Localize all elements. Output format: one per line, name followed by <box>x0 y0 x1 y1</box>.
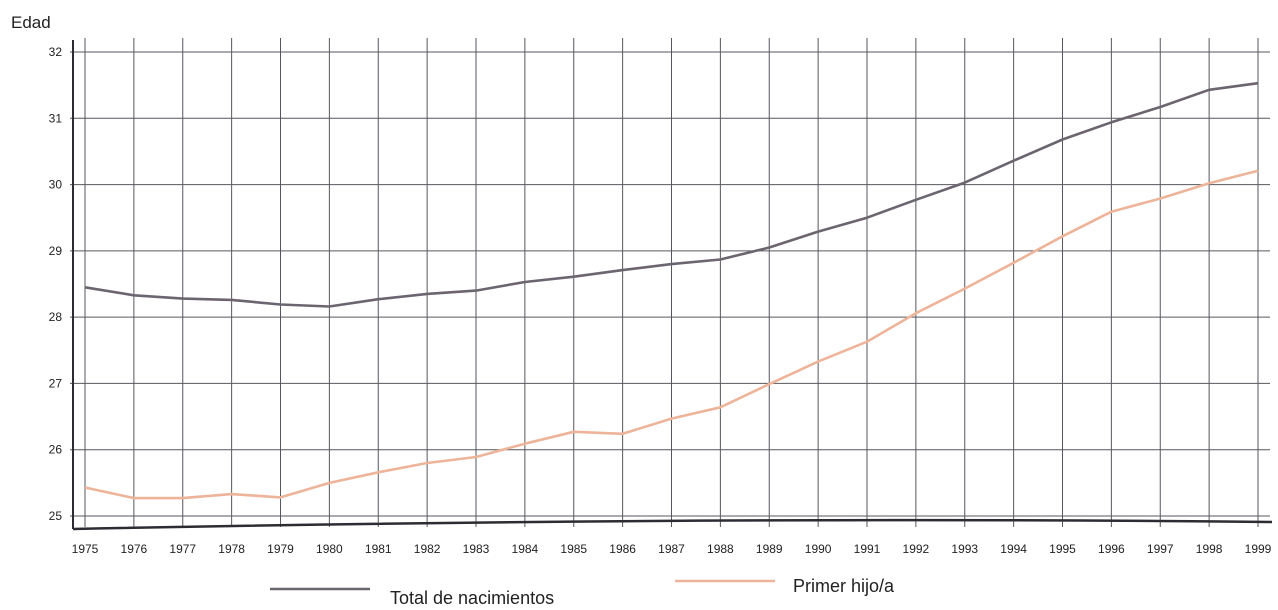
x-tick-label: 1992 <box>903 542 930 556</box>
y-tick-label: 26 <box>49 443 63 457</box>
y-tick-label: 25 <box>49 509 63 523</box>
legend: Total de nacimientos Primer hijo/a <box>270 576 895 608</box>
x-tick-label: 1975 <box>72 542 99 556</box>
x-tick-label: 1979 <box>267 542 294 556</box>
x-tick-label: 1990 <box>805 542 832 556</box>
legend-label-0: Total de nacimientos <box>390 588 554 608</box>
x-tick-label: 1985 <box>560 542 587 556</box>
legend-label-1: Primer hijo/a <box>793 576 895 596</box>
y-tick-label: 32 <box>49 45 63 59</box>
x-tick-label: 1991 <box>854 542 881 556</box>
x-tick-label: 1982 <box>414 542 441 556</box>
y-tick-label: 31 <box>49 111 63 125</box>
x-tick-label: 1994 <box>1000 542 1027 556</box>
x-axis-line <box>72 518 1273 531</box>
x-tick-label: 1995 <box>1049 542 1076 556</box>
series-line-0 <box>84 81 1259 308</box>
y-tick-labels: 25 26 27 28 29 30 31 32 <box>49 45 63 523</box>
y-tick-label: 27 <box>49 376 63 390</box>
x-tick-label: 1976 <box>121 542 148 556</box>
x-tick-label: 1978 <box>218 542 245 556</box>
y-axis-label: Edad <box>11 13 51 32</box>
x-tick-label: 1980 <box>316 542 343 556</box>
x-tick-labels: 1975 1976 1977 1978 1979 1980 1981 1982 1983 1984… <box>72 542 1272 556</box>
x-tick-label: 1981 <box>365 542 392 556</box>
x-tick-label: 1999 <box>1245 542 1272 556</box>
x-tick-label: 1977 <box>169 542 196 556</box>
x-tick-label: 1997 <box>1147 542 1174 556</box>
x-tick-label: 1983 <box>463 542 490 556</box>
x-tick-label: 1989 <box>756 542 783 556</box>
x-tick-label: 1998 <box>1196 542 1223 556</box>
x-tick-label: 1984 <box>512 542 539 556</box>
y-tick-label: 29 <box>49 244 63 258</box>
x-tick-label: 1996 <box>1098 542 1125 556</box>
y-tick-label: 28 <box>49 310 63 324</box>
y-tick-label: 30 <box>49 178 63 192</box>
series-lines <box>84 81 1259 500</box>
grid <box>70 38 1273 531</box>
x-tick-label: 1988 <box>707 542 734 556</box>
x-tick-label: 1987 <box>658 542 685 556</box>
x-tick-label: 1993 <box>951 542 978 556</box>
x-tick-label: 1986 <box>609 542 636 556</box>
series-line-1 <box>84 169 1259 500</box>
